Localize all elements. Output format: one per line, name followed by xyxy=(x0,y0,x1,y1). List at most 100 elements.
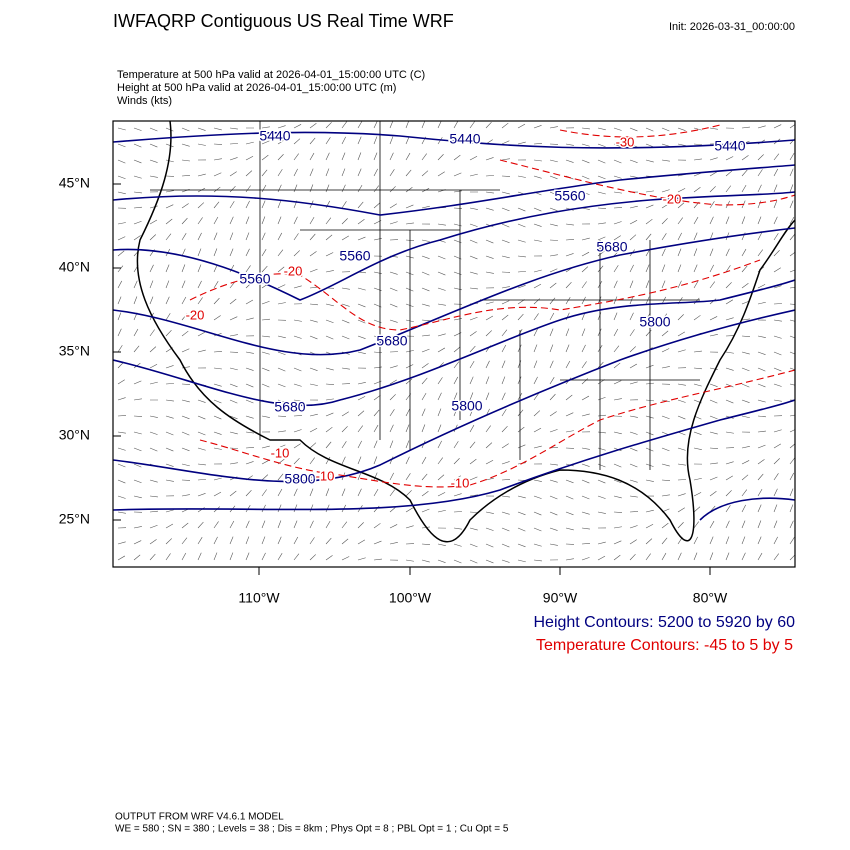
wind-barb xyxy=(453,441,459,449)
wind-barb xyxy=(309,286,318,289)
wind-barb xyxy=(197,349,206,353)
wind-barb xyxy=(309,537,315,545)
wind-barb xyxy=(373,523,381,529)
wind-barb xyxy=(693,158,702,161)
wind-barb xyxy=(693,248,698,257)
wind-barb xyxy=(453,392,458,401)
wind-barb xyxy=(501,392,506,401)
wind-barb xyxy=(165,365,174,369)
wind-barb xyxy=(709,186,716,193)
wind-barb xyxy=(181,552,187,561)
wind-barb xyxy=(149,143,158,148)
wind-barb xyxy=(389,440,394,449)
wind-barb xyxy=(181,330,189,337)
wind-barb xyxy=(533,479,542,482)
wind-barb xyxy=(149,329,155,337)
wind-barb xyxy=(437,137,443,145)
wind-barb xyxy=(229,383,238,388)
wind-barb xyxy=(501,158,510,161)
wind-barb xyxy=(597,431,606,434)
wind-barb xyxy=(181,296,187,305)
wind-barb xyxy=(597,191,606,195)
wind-barb xyxy=(549,543,558,546)
wind-barb xyxy=(117,362,124,369)
wind-barb xyxy=(517,285,526,289)
wind-barb xyxy=(421,473,428,481)
wind-barb xyxy=(341,152,346,161)
wind-barb xyxy=(117,312,122,321)
wind-barb xyxy=(405,507,413,513)
wind-barb xyxy=(549,126,558,129)
wind-barb xyxy=(757,232,762,241)
wind-barb xyxy=(389,542,398,545)
wind-barb xyxy=(709,157,718,161)
wind-barb xyxy=(613,235,621,241)
wind-barb xyxy=(309,303,318,306)
wind-barb xyxy=(117,415,127,417)
wind-barb xyxy=(469,207,478,210)
wind-barb xyxy=(757,169,763,177)
wind-barb xyxy=(693,127,702,131)
wind-barb xyxy=(485,425,491,433)
wind-barb xyxy=(613,540,622,545)
wind-barb xyxy=(213,248,218,257)
wind-barb xyxy=(645,509,654,513)
wind-barb xyxy=(293,458,300,465)
wind-barb xyxy=(405,121,410,129)
wind-barb xyxy=(245,367,254,371)
wind-barb xyxy=(437,474,445,481)
wind-barb xyxy=(565,558,574,561)
wind-barb xyxy=(469,559,478,564)
wind-barb xyxy=(277,232,283,241)
wind-barb xyxy=(469,316,478,321)
wind-barb xyxy=(341,556,350,561)
wind-barb xyxy=(613,345,620,353)
wind-barb xyxy=(597,463,606,468)
wind-barb xyxy=(613,479,622,484)
wind-barb xyxy=(229,415,238,420)
wind-barb xyxy=(597,250,605,257)
wind-barb xyxy=(725,552,730,561)
wind-barb xyxy=(613,191,622,194)
wind-barb xyxy=(165,383,174,385)
wind-barb xyxy=(549,527,558,531)
wind-barb xyxy=(341,168,346,177)
wind-barb xyxy=(469,441,476,449)
wind-barb xyxy=(693,297,700,305)
map-frame xyxy=(112,120,796,568)
wind-barb xyxy=(597,479,606,484)
wind-barb xyxy=(277,284,286,289)
wind-barb xyxy=(405,152,411,161)
wind-barb xyxy=(581,127,590,130)
wind-barb xyxy=(293,233,299,241)
wind-barb xyxy=(693,447,702,450)
wind-barb xyxy=(181,431,190,436)
wind-barb xyxy=(549,328,554,337)
wind-barb xyxy=(645,329,652,337)
wind-barb xyxy=(469,239,478,244)
wind-barb xyxy=(245,399,254,404)
wind-barb xyxy=(725,367,734,371)
wind-barb xyxy=(533,328,538,337)
wind-barb xyxy=(453,346,461,353)
wind-barb xyxy=(453,361,460,369)
wind-barb xyxy=(261,265,268,273)
wind-barb xyxy=(469,345,476,353)
wind-barb xyxy=(325,319,334,324)
wind-barb xyxy=(677,217,684,225)
wind-barb xyxy=(501,461,510,465)
wind-barb xyxy=(485,459,494,465)
wind-barb xyxy=(325,383,334,385)
wind-barb xyxy=(421,508,430,513)
wind-barb xyxy=(213,232,218,241)
wind-barb xyxy=(213,201,220,209)
wind-barb xyxy=(693,187,701,193)
wind-barb xyxy=(357,396,366,401)
height-contours xyxy=(113,131,795,521)
wind-barb xyxy=(389,303,398,308)
wind-barb xyxy=(597,265,604,273)
wind-barb xyxy=(437,303,446,306)
wind-barb xyxy=(533,207,542,212)
wind-barb xyxy=(565,223,574,226)
wind-barb xyxy=(165,127,174,132)
